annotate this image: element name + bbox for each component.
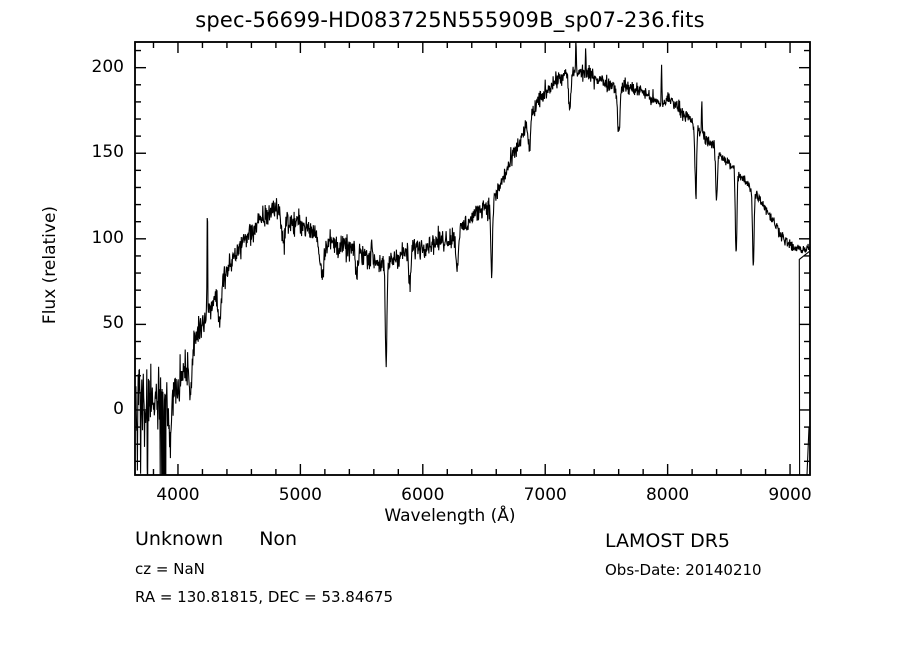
spectrum-trace xyxy=(135,42,810,475)
y-tick-label: 0 xyxy=(113,398,124,419)
cz-value: cz = NaN xyxy=(135,560,205,578)
ra-dec-value: RA = 130.81815, DEC = 53.84675 xyxy=(135,588,394,606)
x-tick-label: 6000 xyxy=(401,485,445,505)
x-tick-label: 9000 xyxy=(768,485,812,505)
plot-frame-overlay xyxy=(134,41,811,476)
y-tick-label: 50 xyxy=(102,313,124,334)
x-tick-label: 5000 xyxy=(278,485,322,505)
footer-annotations: Unknown Non cz = NaN RA = 130.81815, DEC … xyxy=(0,528,900,638)
y-tick-label: 150 xyxy=(91,142,124,163)
survey-label: LAMOST DR5 xyxy=(605,530,730,552)
object-identification: Unknown Non xyxy=(135,528,297,550)
object-name: Unknown xyxy=(135,528,224,550)
x-tick-label: 8000 xyxy=(645,485,690,505)
object-class: Non xyxy=(259,528,298,550)
x-axis-label: Wavelength (Å) xyxy=(384,506,516,526)
obs-date-label: Obs-Date: 20140210 xyxy=(605,561,762,579)
x-tick-label: 4000 xyxy=(156,485,200,505)
y-tick-label: 200 xyxy=(91,56,124,77)
page-title: spec-56699-HD083725N555909B_sp07-236.fit… xyxy=(195,8,705,32)
y-axis-label: Flux (relative) xyxy=(40,205,60,325)
axis-ticks xyxy=(135,42,810,475)
y-tick-label: 100 xyxy=(91,227,124,248)
x-tick-label: 7000 xyxy=(523,485,567,505)
